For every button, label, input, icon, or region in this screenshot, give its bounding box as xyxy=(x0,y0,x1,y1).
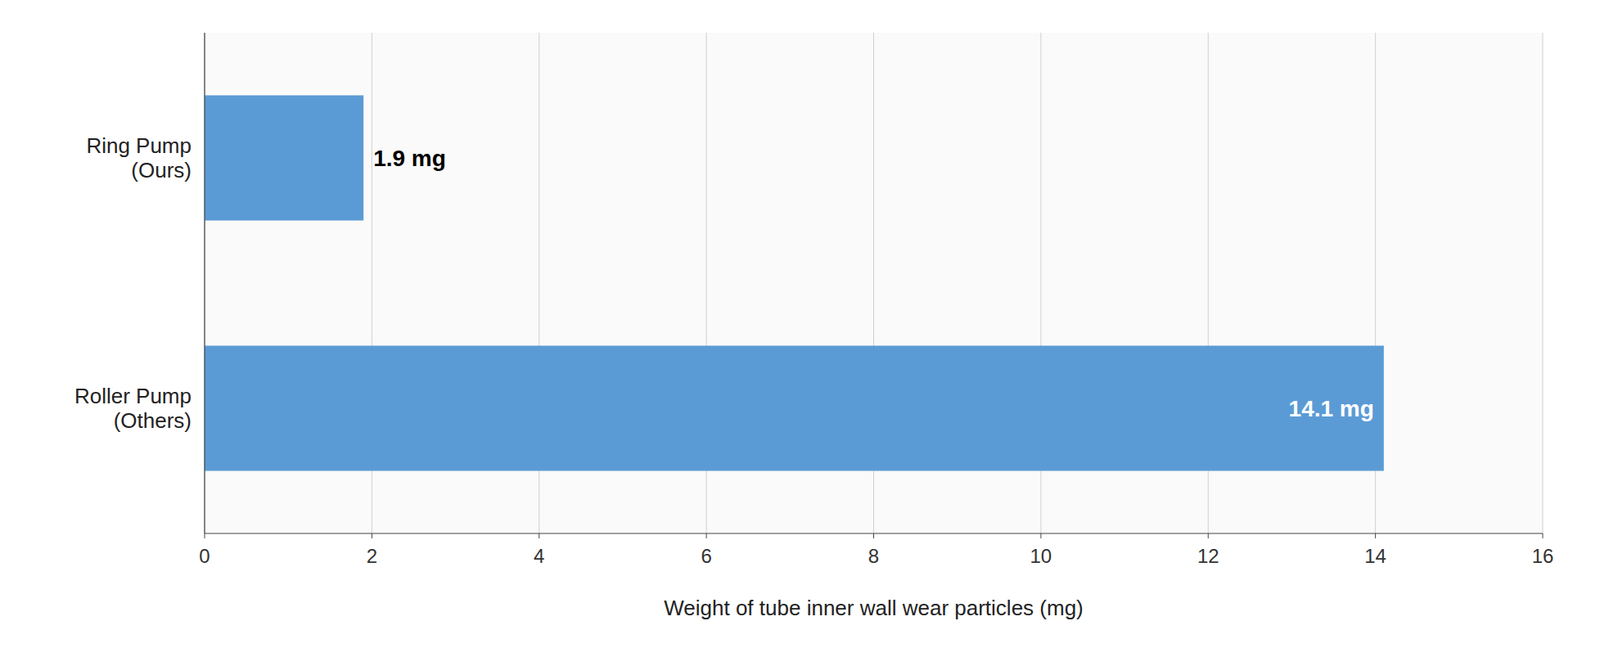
tick-label: 2 xyxy=(366,545,378,568)
tick-mark xyxy=(706,533,708,539)
grid xyxy=(204,32,1543,534)
tick-mark xyxy=(1040,533,1042,539)
grid-line xyxy=(1542,32,1544,534)
tick-mark xyxy=(873,533,875,539)
tick-label: 8 xyxy=(868,545,879,568)
data-labels: 14.1 mg 1.9 mg xyxy=(373,145,1375,422)
tick-label: 0 xyxy=(198,545,210,568)
grid-line xyxy=(204,32,206,534)
tick-label: 4 xyxy=(533,545,545,568)
tick-label: 12 xyxy=(1197,545,1220,568)
x-ticks: 0 2 4 6 8 10 12 14 16 xyxy=(198,533,1554,568)
y-ticks: Roller Pump(Others) Ring Pump(Ours) xyxy=(74,133,192,433)
tick-mark xyxy=(371,533,373,539)
tick-mark xyxy=(204,533,206,539)
bar xyxy=(204,95,364,221)
x-axis-title: Weight of tube inner wall wear particles… xyxy=(663,595,1084,621)
tick-mark xyxy=(1542,533,1544,539)
tick-label: 14 xyxy=(1364,545,1387,568)
tick-mark xyxy=(538,533,540,539)
tick-label: 10 xyxy=(1030,545,1053,568)
data-label: 1.9 mg xyxy=(373,145,447,172)
category-label: Roller Pump(Others) xyxy=(74,383,192,433)
chart: 0 2 4 6 8 10 12 14 16 14.1 mg 1.9 mg Roller Pump(Ot… xyxy=(0,0,1600,648)
tick-mark xyxy=(1374,533,1376,539)
data-label: 14.1 mg xyxy=(1289,396,1375,422)
bar xyxy=(204,346,1384,472)
y-axis-line xyxy=(203,32,205,534)
x-axis-line xyxy=(204,532,1543,534)
category-label: Ring Pump(Ours) xyxy=(85,133,192,183)
tick-label: 6 xyxy=(700,545,712,568)
tick-label: 16 xyxy=(1532,545,1555,568)
bars xyxy=(204,95,1384,472)
tick-mark xyxy=(1207,533,1209,539)
plot-area xyxy=(204,32,1543,534)
